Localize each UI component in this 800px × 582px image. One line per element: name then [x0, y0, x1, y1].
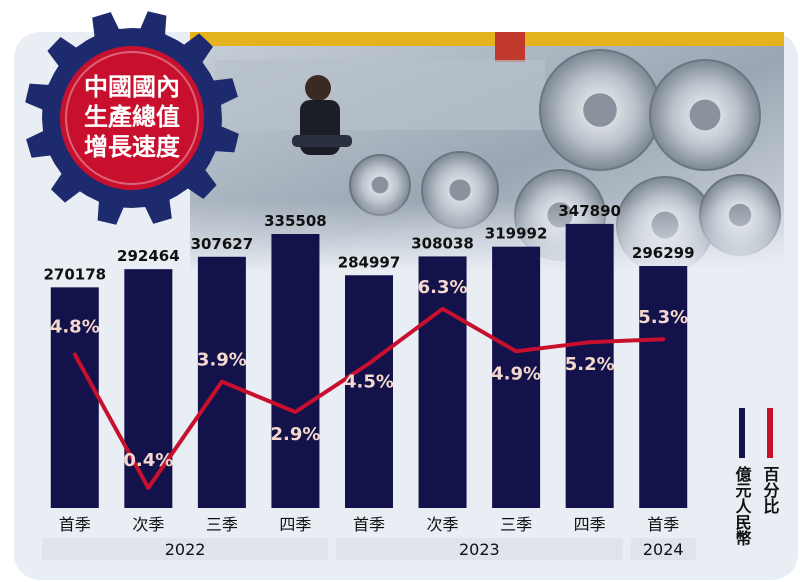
title-badge: 中國國內 生產總值 增長速度	[25, 11, 239, 225]
quarter-label: 四季	[279, 515, 311, 534]
percent-label: 6.3%	[418, 277, 468, 298]
rotor-hub	[371, 176, 389, 194]
bar	[345, 275, 393, 508]
bar-value-label: 292464	[117, 247, 180, 265]
year-label: 2023	[459, 540, 500, 559]
bar-value-label: 335508	[264, 212, 327, 230]
bar-value-label: 284997	[338, 253, 401, 271]
bar-value-label: 308038	[411, 234, 474, 252]
percent-label: 5.3%	[638, 307, 688, 328]
worker-figure	[292, 75, 352, 155]
quarter-label: 次季	[427, 515, 459, 534]
badge-title-line1: 中國國內	[84, 73, 180, 101]
bar	[124, 269, 173, 508]
percent-label: 4.5%	[344, 371, 394, 392]
legend: 億元人民幣 百分比	[733, 408, 780, 547]
legend-label: 億元人民幣	[733, 465, 752, 547]
percent-label: 0.4%	[123, 450, 173, 471]
percent-label: 3.9%	[197, 350, 247, 371]
bar-value-label: 307627	[191, 235, 254, 253]
bar	[50, 287, 99, 508]
bar-value-label: 296299	[632, 244, 695, 262]
legend-label: 百分比	[761, 466, 780, 515]
bar	[271, 234, 320, 508]
bar-value-label: 270178	[43, 265, 106, 283]
percent-labels: 4.8% 0.4% 3.9% 2.9% 4.5% 6.3% 4.9% 5.2% 5.3%	[50, 277, 688, 471]
year-label: 2022	[165, 540, 206, 559]
quarter-label: 首季	[59, 515, 91, 534]
rotor-hub	[689, 99, 721, 131]
quarter-label: 次季	[132, 515, 164, 534]
percent-label: 4.9%	[491, 363, 541, 384]
rotor-hub	[583, 93, 617, 127]
quarter-label: 首季	[647, 515, 679, 534]
badge-title-line3: 增長速度	[84, 133, 181, 161]
quarter-label: 三季	[500, 515, 532, 534]
percent-line	[72, 306, 666, 490]
year-band	[336, 538, 623, 560]
percent-label: 2.9%	[270, 424, 320, 445]
percent-line-series	[72, 306, 666, 490]
legend-swatch	[767, 408, 773, 458]
quarter-label: 首季	[353, 515, 385, 534]
year-band	[42, 538, 329, 560]
bar	[492, 246, 541, 508]
legend-swatch	[739, 408, 745, 458]
rotor-hub	[449, 179, 471, 201]
bar-value-label: 319992	[485, 225, 548, 243]
year-bands: 2022 2023 2024	[42, 538, 696, 560]
quarter-label: 三季	[206, 515, 238, 534]
year-band	[630, 538, 696, 560]
year-label: 2024	[643, 540, 684, 559]
percent-label: 4.8%	[50, 316, 100, 337]
quarter-axis-labels: 首季 次季 三季 四季 首季 次季 三季 四季 首季	[59, 515, 679, 534]
quarter-label: 四季	[574, 515, 606, 534]
bar	[639, 266, 688, 508]
bar-value-labels: 270178 292464 307627 335508 284997 308038 3199…	[43, 202, 694, 283]
percent-label: 5.2%	[565, 354, 615, 375]
bar	[418, 256, 467, 508]
bar	[565, 223, 614, 508]
badge-title-line2: 生產總值	[84, 103, 180, 131]
bar-value-label: 347890	[558, 202, 621, 220]
